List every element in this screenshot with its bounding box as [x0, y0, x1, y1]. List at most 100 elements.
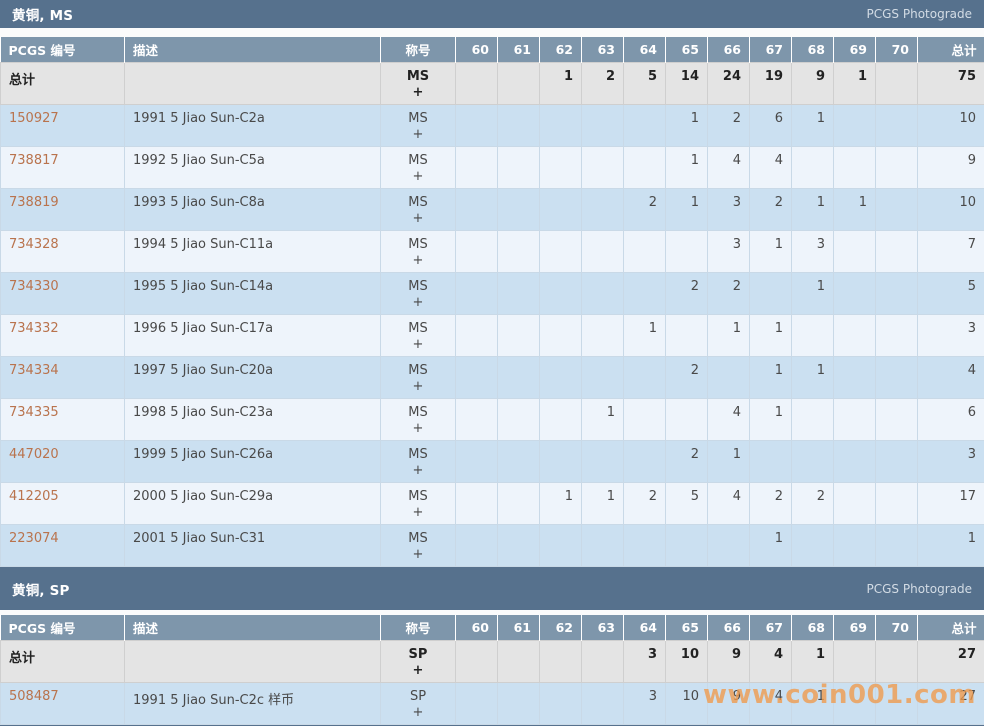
- designation-grade: MS: [408, 153, 428, 168]
- grade-count-cell: [791, 146, 834, 189]
- grade-count-cell: [539, 524, 582, 567]
- designation-plus: +: [412, 169, 424, 184]
- grade-count-cell: [497, 682, 540, 725]
- col-header-total: 总计: [917, 615, 984, 641]
- total-count-cell: 17: [917, 482, 984, 525]
- coin-row: 734330 1995 5 Jiao Sun-C14a MS +2 2 1 5: [0, 272, 984, 315]
- coin-description: 2000 5 Jiao Sun-C29a: [124, 482, 381, 525]
- pcgs-number-cell: 734328: [0, 230, 125, 273]
- grade-count-cell: [833, 398, 876, 441]
- designation-cell: MS +: [380, 482, 456, 525]
- pcgs-number-link[interactable]: 734328: [9, 237, 59, 252]
- grade-count-cell: 2: [581, 62, 624, 105]
- grade-count-cell: [497, 356, 540, 399]
- grade-count-cell: [833, 356, 876, 399]
- pcgs-number-link[interactable]: 150927: [9, 111, 59, 126]
- grade-count-cell: 1: [581, 482, 624, 525]
- designation-grade: MS: [408, 321, 428, 336]
- coin-row: 508487 1991 5 Jiao Sun-C2c 样币 SP +3 10 9 4 1 27: [0, 682, 984, 725]
- pcgs-number-link[interactable]: 412205: [9, 489, 59, 504]
- grade-count-cell: 1: [539, 62, 582, 105]
- col-header-grade-65: 65: [665, 37, 708, 63]
- grade-count-cell: [455, 682, 498, 725]
- designation-cell: MS +: [380, 104, 456, 147]
- col-header-grade-69: 69: [833, 615, 876, 641]
- pcgs-number-cell: 734332: [0, 314, 125, 357]
- pcgs-number-link[interactable]: 738817: [9, 153, 59, 168]
- photograde-link[interactable]: PCGS Photograde: [866, 581, 972, 596]
- photograde-link[interactable]: PCGS Photograde: [866, 7, 972, 21]
- pcgs-number-cell: 223074: [0, 524, 125, 567]
- grade-count-cell: [539, 356, 582, 399]
- total-count-cell: 5: [917, 272, 984, 315]
- pcgs-number-cell: 508487: [0, 682, 125, 725]
- grade-count-cell: 2: [665, 356, 708, 399]
- grade-count-cell: [833, 146, 876, 189]
- pcgs-number-link[interactable]: 508487: [9, 689, 59, 704]
- grade-count-cell: 3: [791, 230, 834, 273]
- designation-grade: MS: [408, 363, 428, 378]
- grade-count-cell: [623, 104, 666, 147]
- population-table-section: 黄铜, SP PCGS Photograde PCGS 编号 描述 称号 60 61 62 63…: [0, 567, 984, 725]
- grade-count-cell: [581, 356, 624, 399]
- grade-count-cell: [497, 398, 540, 441]
- col-header-grade-67: 67: [749, 37, 792, 63]
- pcgs-number-cell: 738819: [0, 188, 125, 231]
- grade-count-cell: 4: [707, 482, 750, 525]
- grade-count-cell: [581, 314, 624, 357]
- total-count-cell: 4: [917, 356, 984, 399]
- grade-count-cell: [539, 682, 582, 725]
- designation-cell: MS +: [380, 356, 456, 399]
- grade-count-cell: 1: [791, 682, 834, 725]
- total-count-cell: 27: [917, 640, 984, 683]
- grade-count-cell: [497, 640, 540, 683]
- pcgs-number-link[interactable]: 738819: [9, 195, 59, 210]
- grade-count-cell: [623, 524, 666, 567]
- grade-count-cell: 5: [623, 62, 666, 105]
- grade-count-cell: 10: [665, 682, 708, 725]
- pcgs-number-link[interactable]: 734334: [9, 363, 59, 378]
- col-header-designation: 称号: [380, 615, 456, 641]
- grade-count-cell: 2: [623, 482, 666, 525]
- pcgs-number-link[interactable]: 734335: [9, 405, 59, 420]
- grade-count-cell: [497, 524, 540, 567]
- grade-count-cell: [455, 272, 498, 315]
- population-table: PCGS 编号 描述 称号 60 61 62 63 64 65 66 67 68 69 70 总计 总计 MS +…: [0, 37, 984, 567]
- col-header-grade-64: 64: [623, 37, 666, 63]
- grade-count-cell: [875, 482, 918, 525]
- grade-count-cell: [875, 272, 918, 315]
- col-header-grade-60: 60: [455, 615, 498, 641]
- col-header-grade-63: 63: [581, 37, 624, 63]
- totals-description-empty: [124, 640, 381, 683]
- designation-plus: +: [412, 705, 424, 720]
- pcgs-number-link[interactable]: 734330: [9, 279, 59, 294]
- designation-plus: +: [412, 421, 424, 436]
- pcgs-number-link[interactable]: 734332: [9, 321, 59, 336]
- total-count-cell: 3: [917, 440, 984, 483]
- total-count-cell: 10: [917, 104, 984, 147]
- designation-cell: MS +: [380, 230, 456, 273]
- section-header-bar: 黄铜, SP PCGS Photograde: [0, 567, 984, 610]
- grade-count-cell: 9: [707, 640, 750, 683]
- grade-count-cell: [875, 356, 918, 399]
- pcgs-number-link[interactable]: 447020: [9, 447, 59, 462]
- grade-count-cell: [665, 314, 708, 357]
- grade-count-cell: [833, 682, 876, 725]
- col-header-grade-70: 70: [875, 615, 918, 641]
- total-count-cell: 6: [917, 398, 984, 441]
- pcgs-number-link[interactable]: 223074: [9, 531, 59, 546]
- grade-count-cell: [875, 440, 918, 483]
- grade-count-cell: 1: [791, 640, 834, 683]
- grade-count-cell: 4: [749, 682, 792, 725]
- grade-count-cell: 2: [749, 482, 792, 525]
- grade-count-cell: [581, 188, 624, 231]
- grade-count-cell: 2: [665, 440, 708, 483]
- grade-count-cell: 1: [623, 314, 666, 357]
- grade-count-cell: [791, 314, 834, 357]
- population-table: PCGS 编号 描述 称号 60 61 62 63 64 65 66 67 68 69 70 总计 总计 SP +…: [0, 615, 984, 725]
- total-count-cell: 10: [917, 188, 984, 231]
- designation-cell: MS +: [380, 62, 456, 105]
- grade-count-cell: [539, 440, 582, 483]
- section-title: 黄铜, SP: [12, 582, 70, 599]
